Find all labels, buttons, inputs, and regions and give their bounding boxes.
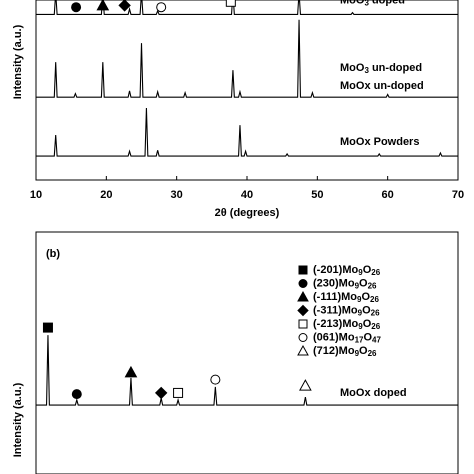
marker: [118, 0, 131, 12]
series-label: MoOx un-doped: [340, 80, 424, 92]
marker: [96, 0, 110, 11]
x-tick-label: 20: [100, 189, 112, 201]
marker: [156, 2, 167, 13]
y-axis-label: Intensity (a.u.): [12, 382, 24, 457]
marker: [173, 387, 184, 398]
marker: [225, 0, 236, 7]
legend-label: (-213)Mo9O26: [313, 318, 381, 331]
marker: [71, 2, 82, 13]
x-tick-label: 30: [171, 189, 183, 201]
plot-area: [36, 0, 458, 157]
marker: [298, 279, 308, 288]
x-tick-label: 10: [30, 189, 42, 201]
marker: [71, 389, 82, 400]
legend-label: (712)Mo9O26: [313, 345, 377, 358]
legend-label: (061)Mo17O47: [313, 331, 381, 344]
legend-label: (-201)Mo9O26: [313, 264, 381, 277]
marker: [297, 304, 309, 317]
marker: [124, 365, 138, 378]
marker: [298, 333, 308, 342]
y-axis-label: Intensity (a.u.): [12, 24, 24, 99]
marker: [298, 319, 308, 329]
x-tick-label: 70: [452, 189, 464, 201]
panel-label: (b): [46, 248, 60, 260]
x-tick-label: 40: [241, 189, 253, 201]
marker: [298, 265, 308, 275]
x-tick-label: 60: [382, 189, 394, 201]
marker: [297, 344, 309, 356]
plot-frame: [35, 231, 459, 474]
pattern-line: [36, 0, 458, 15]
marker: [210, 374, 221, 385]
legend-label: (-311)Mo9O26: [313, 304, 380, 317]
series-label: MoOx doped: [340, 387, 407, 399]
series-label: MoOx Powders: [340, 136, 419, 148]
x-tick-label: 50: [311, 189, 323, 201]
legend-label: (230)Mo9O26: [313, 277, 377, 290]
marker: [297, 290, 309, 302]
legend-label: (-111)Mo9O26: [313, 291, 379, 304]
marker: [42, 322, 53, 333]
pattern-line: [36, 107, 458, 157]
series-label: MoO3 doped: [340, 0, 405, 8]
pattern-line: [36, 19, 458, 98]
x-axis-label: 2θ (degrees): [215, 207, 280, 219]
marker: [299, 379, 312, 391]
series-label: MoO3 un-doped: [340, 62, 422, 75]
marker: [154, 386, 168, 400]
